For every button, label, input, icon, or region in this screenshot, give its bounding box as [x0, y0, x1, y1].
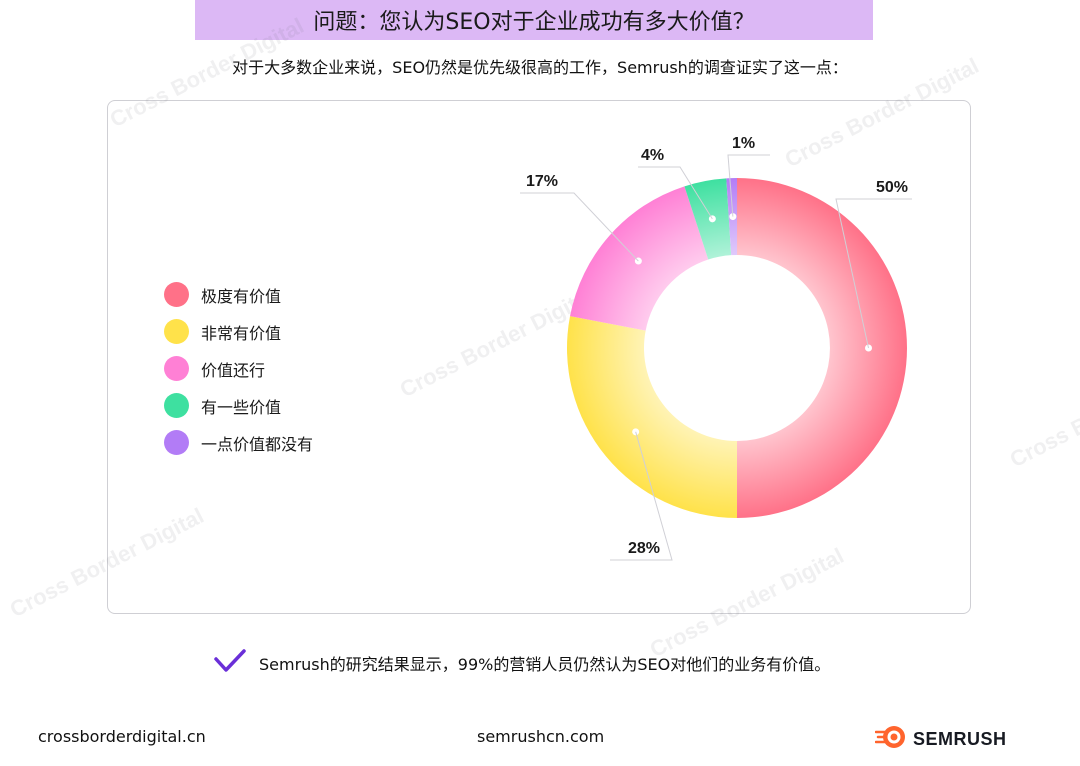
- legend-item-0: 极度有价值: [164, 276, 313, 313]
- legend-swatch: [164, 356, 189, 381]
- semrush-flame-icon: [874, 724, 907, 754]
- page-subtitle: 对于大多数企业来说，SEO仍然是优先级很高的工作，Semrush的调查证实了这一…: [232, 58, 848, 77]
- brand-name: SEMRUSH: [913, 728, 1007, 749]
- donut-slice-3: [684, 178, 732, 260]
- legend-swatch: [164, 393, 189, 418]
- title-banner: 问题：您认为SEO对于企业成功有多大价值？: [195, 0, 873, 40]
- legend-label: 非常有价值: [201, 323, 282, 343]
- donut-slice-1: [567, 316, 737, 518]
- leader-line-3: [638, 166, 713, 220]
- footer-left-link[interactable]: crossborderdigital.cn: [38, 727, 206, 746]
- legend-label: 有一些价值: [201, 397, 282, 417]
- leader-line-1: [610, 431, 673, 561]
- legend-item-4: 一点价值都没有: [164, 424, 313, 461]
- footer-center-link[interactable]: semrushcn.com: [477, 727, 605, 746]
- chart-card: [107, 100, 971, 614]
- legend-label: 价值还行: [201, 360, 266, 380]
- page-title: 问题：您认为SEO对于企业成功有多大价值？: [313, 10, 755, 35]
- data-label-3: 4%: [641, 147, 664, 164]
- legend-swatch: [164, 319, 189, 344]
- data-label-1: 28%: [628, 540, 660, 557]
- data-label-2: 17%: [526, 173, 558, 190]
- chart-legend: 极度有价值 非常有价值 价值还行 有一些价值 一点价值都没有: [164, 276, 313, 461]
- semrush-logo: SEMRUSH: [874, 724, 1007, 754]
- legend-swatch: [164, 282, 189, 307]
- legend-label: 一点价值都没有: [201, 434, 314, 454]
- legend-label: 极度有价值: [201, 286, 282, 306]
- summary-text: Semrush的研究结果显示，99%的营销人员仍然认为SEO对他们的业务有价值。: [259, 655, 831, 674]
- leader-line-0: [835, 198, 912, 349]
- leader-line-4: [727, 154, 770, 217]
- leader-line-2: [520, 192, 639, 262]
- legend-swatch: [164, 430, 189, 455]
- summary-note: Semrush的研究结果显示，99%的营销人员仍然认为SEO对他们的业务有价值。: [213, 648, 830, 678]
- checkmark-icon: [213, 648, 247, 678]
- legend-item-3: 有一些价值: [164, 387, 313, 424]
- data-label-0: 50%: [876, 179, 908, 196]
- legend-item-2: 价值还行: [164, 350, 313, 387]
- data-label-4: 1%: [732, 135, 755, 152]
- donut-slice-0: [737, 178, 907, 518]
- legend-item-1: 非常有价值: [164, 313, 313, 350]
